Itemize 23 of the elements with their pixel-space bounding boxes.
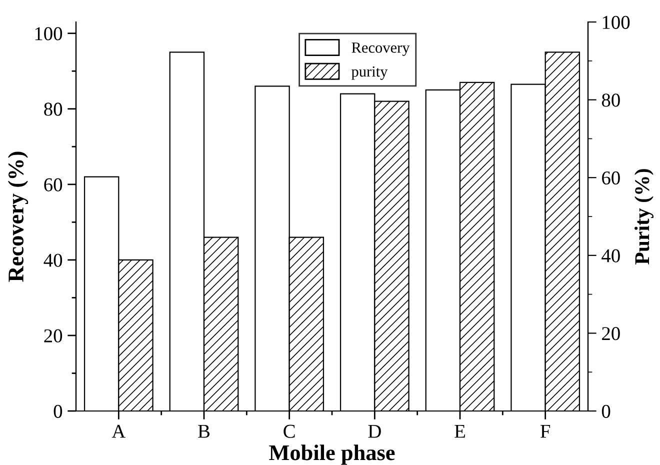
y2-axis-title: Purity (%) bbox=[634, 169, 654, 264]
y2-tick-label: 0 bbox=[602, 404, 610, 418]
y2-tick-label: 20 bbox=[602, 327, 620, 340]
y2-tick-label: 40 bbox=[602, 249, 620, 262]
x-tick-label: D bbox=[368, 424, 381, 438]
y-axis-title: Recovery (%) bbox=[8, 152, 28, 282]
x-tick-label: E bbox=[454, 424, 465, 438]
y-tick-label: 0 bbox=[54, 404, 62, 418]
x-tick-label: B bbox=[198, 424, 210, 438]
y-tick-label: 40 bbox=[44, 254, 62, 267]
x-tick-label: F bbox=[540, 424, 550, 438]
y-tick-label: 20 bbox=[44, 329, 62, 342]
x-tick-label: A bbox=[112, 424, 126, 438]
legend-label: Recovery bbox=[352, 42, 410, 56]
y-tick-label: 100 bbox=[35, 27, 62, 40]
x-axis-title: Mobile phase bbox=[269, 444, 395, 465]
y-tick-label: 80 bbox=[44, 102, 62, 116]
y2-tick-label: 80 bbox=[602, 94, 620, 107]
y2-tick-label: 100 bbox=[602, 16, 630, 29]
y-tick-label: 60 bbox=[44, 178, 62, 192]
x-tick-label: C bbox=[284, 424, 295, 438]
legend-label: purity bbox=[351, 66, 388, 80]
y2-tick-label: 60 bbox=[602, 171, 620, 185]
